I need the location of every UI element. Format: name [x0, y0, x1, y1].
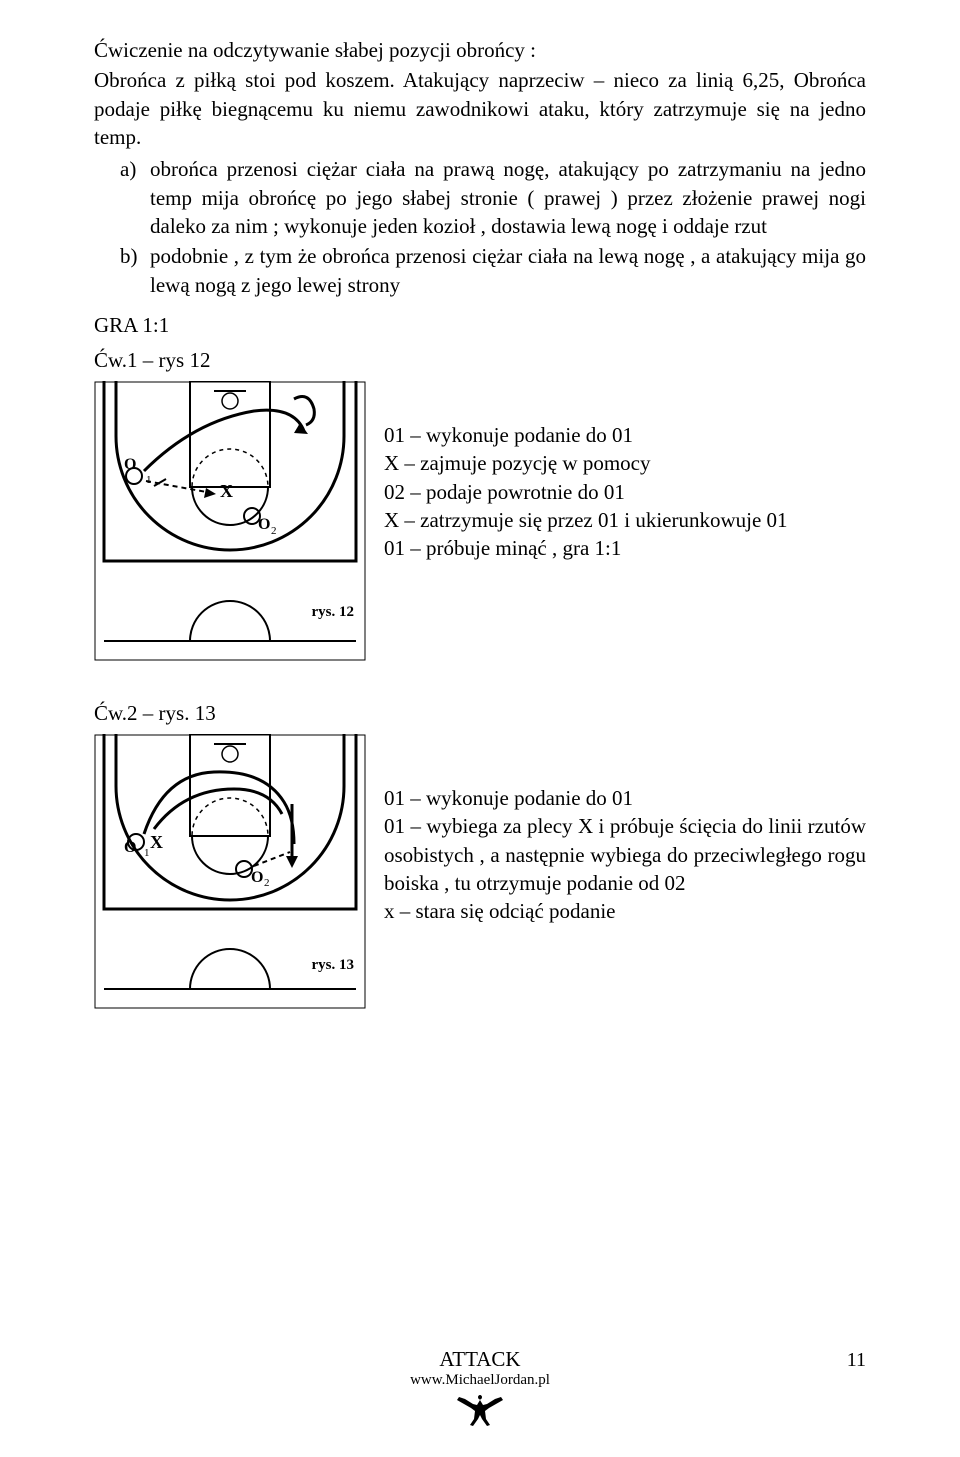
fig2-label: Ćw.2 – rys. 13	[94, 701, 866, 726]
fig2-diagram: O 1 O 2 X rys. 13	[94, 734, 366, 1009]
footer-logo	[94, 1391, 866, 1427]
jumpman-logo-icon	[455, 1391, 505, 1427]
fig2-line-0: 01 – wykonuje podanie do 01	[384, 784, 866, 812]
footer-attack-row: ATTACK	[94, 1347, 866, 1372]
fig1-caption: 01 – wykonuje podanie do 01 X – zajmuje …	[384, 381, 866, 563]
footer-url: www.MichaelJordan.pl	[94, 1372, 866, 1389]
fig1-row: O 1 O 2 X	[94, 381, 866, 661]
fig1-line-0: 01 – wykonuje podanie do 01	[384, 421, 866, 449]
list-item-a: a) obrońca przenosi ciężar ciała na praw…	[94, 155, 866, 240]
list-marker-b: b)	[94, 242, 150, 299]
svg-text:X: X	[220, 481, 233, 501]
fig1-section: Ćw.1 – rys 12	[94, 348, 866, 661]
svg-text:X: X	[150, 832, 163, 852]
list-text-a: obrońca przenosi ciężar ciała na prawą n…	[150, 155, 866, 240]
fig1-line-4: 01 – próbuje minąć , gra 1:1	[384, 534, 866, 562]
fig1-caption-label: rys. 12	[312, 604, 355, 621]
fig1-diagram: O 1 O 2 X	[94, 381, 366, 661]
fig2-line-2: x – stara się odciąć podanie	[384, 897, 866, 925]
svg-text:1: 1	[146, 474, 152, 486]
fig2-caption-label: rys. 13	[312, 957, 355, 974]
fig2-row: O 1 O 2 X rys. 13 01 –	[94, 734, 866, 1009]
footer-attack: ATTACK	[439, 1347, 520, 1372]
fig1-line-3: X – zatrzymuje się przez 01 i ukierunkow…	[384, 506, 866, 534]
fig1-line-2: 02 – podaje powrotnie do 01	[384, 478, 866, 506]
svg-text:O: O	[258, 516, 270, 533]
intro-line-1: Ćwiczenie na odczytywanie słabej pozycji…	[94, 36, 866, 64]
intro-block: Ćwiczenie na odczytywanie słabej pozycji…	[94, 36, 866, 151]
fig2-caption: 01 – wykonuje podanie do 01 01 – wybiega…	[384, 734, 866, 926]
svg-text:O: O	[251, 869, 263, 886]
list-block: a) obrońca przenosi ciężar ciała na praw…	[94, 155, 866, 299]
svg-text:2: 2	[264, 877, 270, 889]
list-item-b: b) podobnie , z tym że obrońca przenosi …	[94, 242, 866, 299]
footer-page-num: 11	[847, 1349, 866, 1372]
heading-gra: GRA 1:1	[94, 313, 866, 338]
fig1-label: Ćw.1 – rys 12	[94, 348, 866, 373]
list-marker-a: a)	[94, 155, 150, 240]
fig1-line-1: X – zajmuje pozycję w pomocy	[384, 449, 866, 477]
footer: ATTACK 11 www.MichaelJordan.pl	[94, 1347, 866, 1427]
svg-text:2: 2	[271, 525, 277, 537]
fig2-line-1: 01 – wybiega za plecy X i próbuje ścięci…	[384, 812, 866, 897]
svg-text:1: 1	[144, 847, 150, 859]
document-page: Ćwiczenie na odczytywanie słabej pozycji…	[0, 0, 960, 1457]
svg-text:O: O	[124, 456, 136, 473]
svg-text:O: O	[124, 839, 136, 856]
list-text-b: podobnie , z tym że obrońca przenosi cię…	[150, 242, 866, 299]
intro-line-2: Obrońca z piłką stoi pod koszem. Atakują…	[94, 66, 866, 151]
fig2-section: Ćw.2 – rys. 13 O 1	[94, 701, 866, 1009]
